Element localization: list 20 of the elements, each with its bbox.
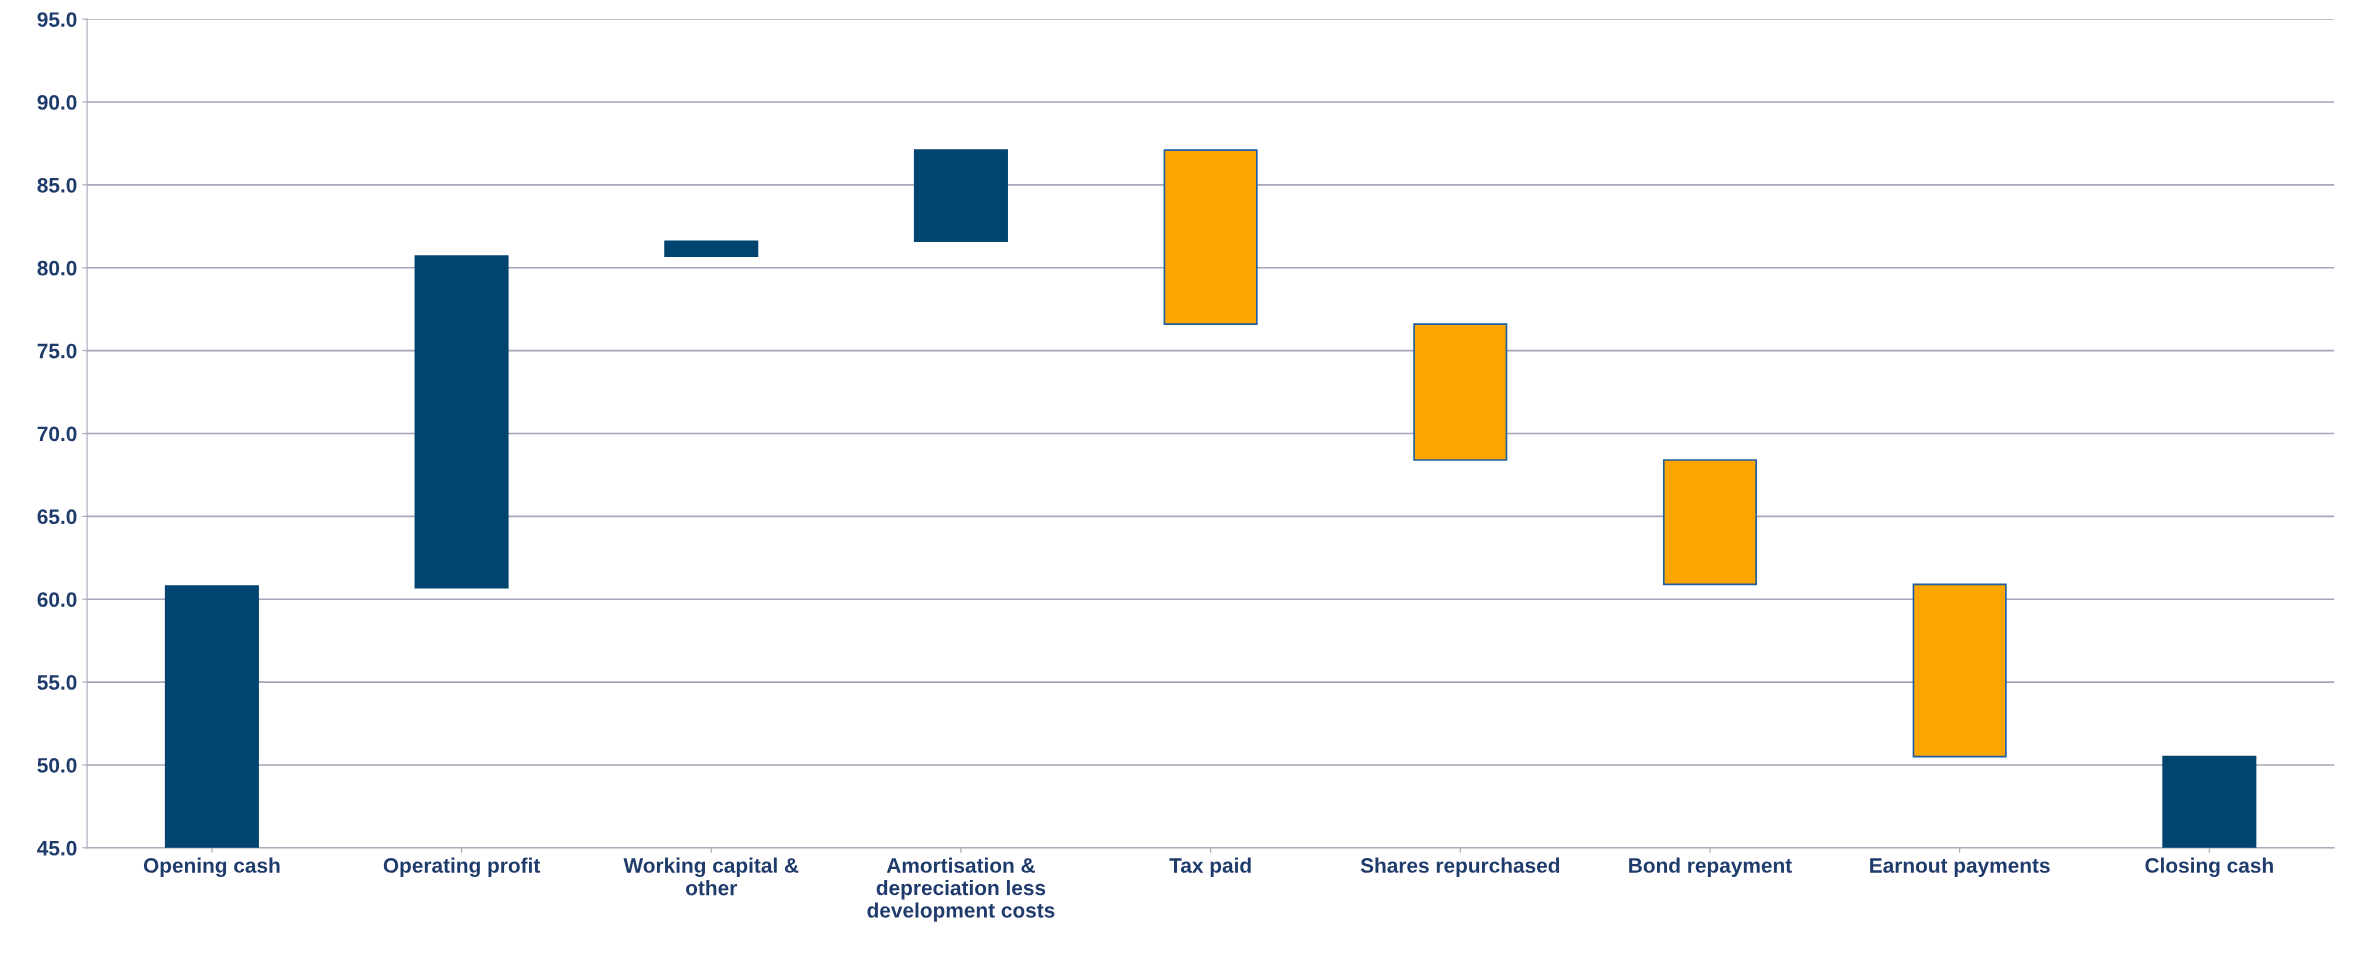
y-tick-label: 45.0	[37, 840, 77, 856]
x-tick-label: Bond repayment	[1629, 857, 1792, 877]
x-tick-label: Amortisation & depreciation less development costs	[867, 857, 1055, 922]
x-tick-label: Tax paid	[1169, 857, 1251, 877]
y-tick-label: 80.0	[37, 260, 77, 276]
y-tick-label: 90.0	[37, 95, 77, 110]
x-tick-label: Opening cash	[143, 857, 280, 878]
y-tick-label: 75.0	[37, 343, 77, 359]
y-tick-label: 55.0	[37, 675, 77, 690]
x-tick-label: Working capital & other	[623, 857, 799, 896]
y-tick-label: 60.0	[37, 592, 77, 607]
y-tick-label: 85.0	[37, 177, 77, 193]
y-tick-label: 95.0	[37, 12, 77, 27]
y-tick-label: 50.0	[37, 757, 77, 773]
y-tick-label: 70.0	[37, 426, 77, 442]
y-tick-label: 65.0	[37, 509, 77, 525]
x-tick-label: Operating profit	[383, 857, 541, 878]
x-tick-label: Closing cash	[2145, 857, 2273, 878]
x-tick-label: Shares repurchased	[1360, 857, 1560, 877]
x-tick-label: Earnout payments	[1870, 858, 2050, 877]
